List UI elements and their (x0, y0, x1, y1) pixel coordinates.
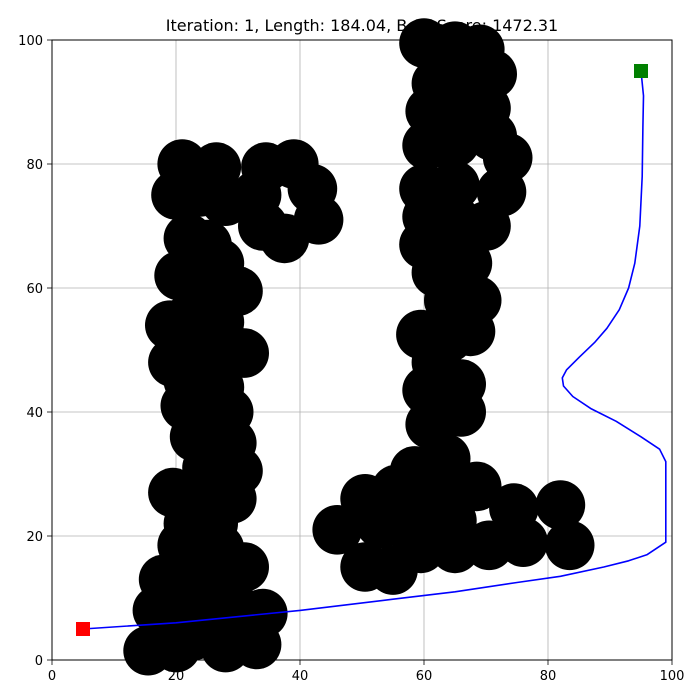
obstacle-circle (451, 461, 502, 512)
y-tick-label: 80 (26, 158, 43, 173)
y-tick-label: 60 (26, 282, 43, 297)
obstacle-circle (445, 306, 496, 357)
tick-layer: 0 20 40 60 80 100 0 20 40 60 80 100 (18, 34, 684, 684)
obstacle-circle (312, 505, 363, 555)
y-tick-label: 40 (26, 406, 43, 421)
x-tick-label: 0 (48, 669, 56, 684)
x-tick-label: 40 (292, 669, 309, 684)
obstacle-circle (544, 520, 595, 571)
goal-marker (634, 64, 648, 78)
obstacle-circle (535, 480, 586, 530)
obstacle-circle (231, 619, 282, 670)
marker-layer (76, 64, 648, 636)
chart-title: Iteration: 1, Length: 184.04, Best Score… (166, 16, 558, 35)
x-tick-label: 60 (416, 669, 433, 684)
path-layer (82, 70, 667, 630)
x-tick-label: 100 (660, 669, 685, 684)
y-tick-label: 20 (26, 530, 43, 545)
obstacle-layer (123, 18, 595, 676)
path-line (82, 70, 667, 630)
obstacle-circle (430, 117, 480, 168)
y-tick-label: 0 (35, 654, 43, 669)
obstacle-circle (498, 517, 548, 567)
start-marker (76, 622, 90, 636)
obstacle-circle (442, 238, 493, 288)
obstacle-circle (396, 523, 446, 574)
obstacle-circle (219, 328, 269, 378)
obstacle-circle (237, 201, 288, 251)
x-tick-label: 20 (168, 669, 185, 684)
y-tick-label: 100 (18, 34, 43, 49)
plot-frame (51, 39, 673, 661)
x-tick-label: 80 (540, 669, 557, 684)
